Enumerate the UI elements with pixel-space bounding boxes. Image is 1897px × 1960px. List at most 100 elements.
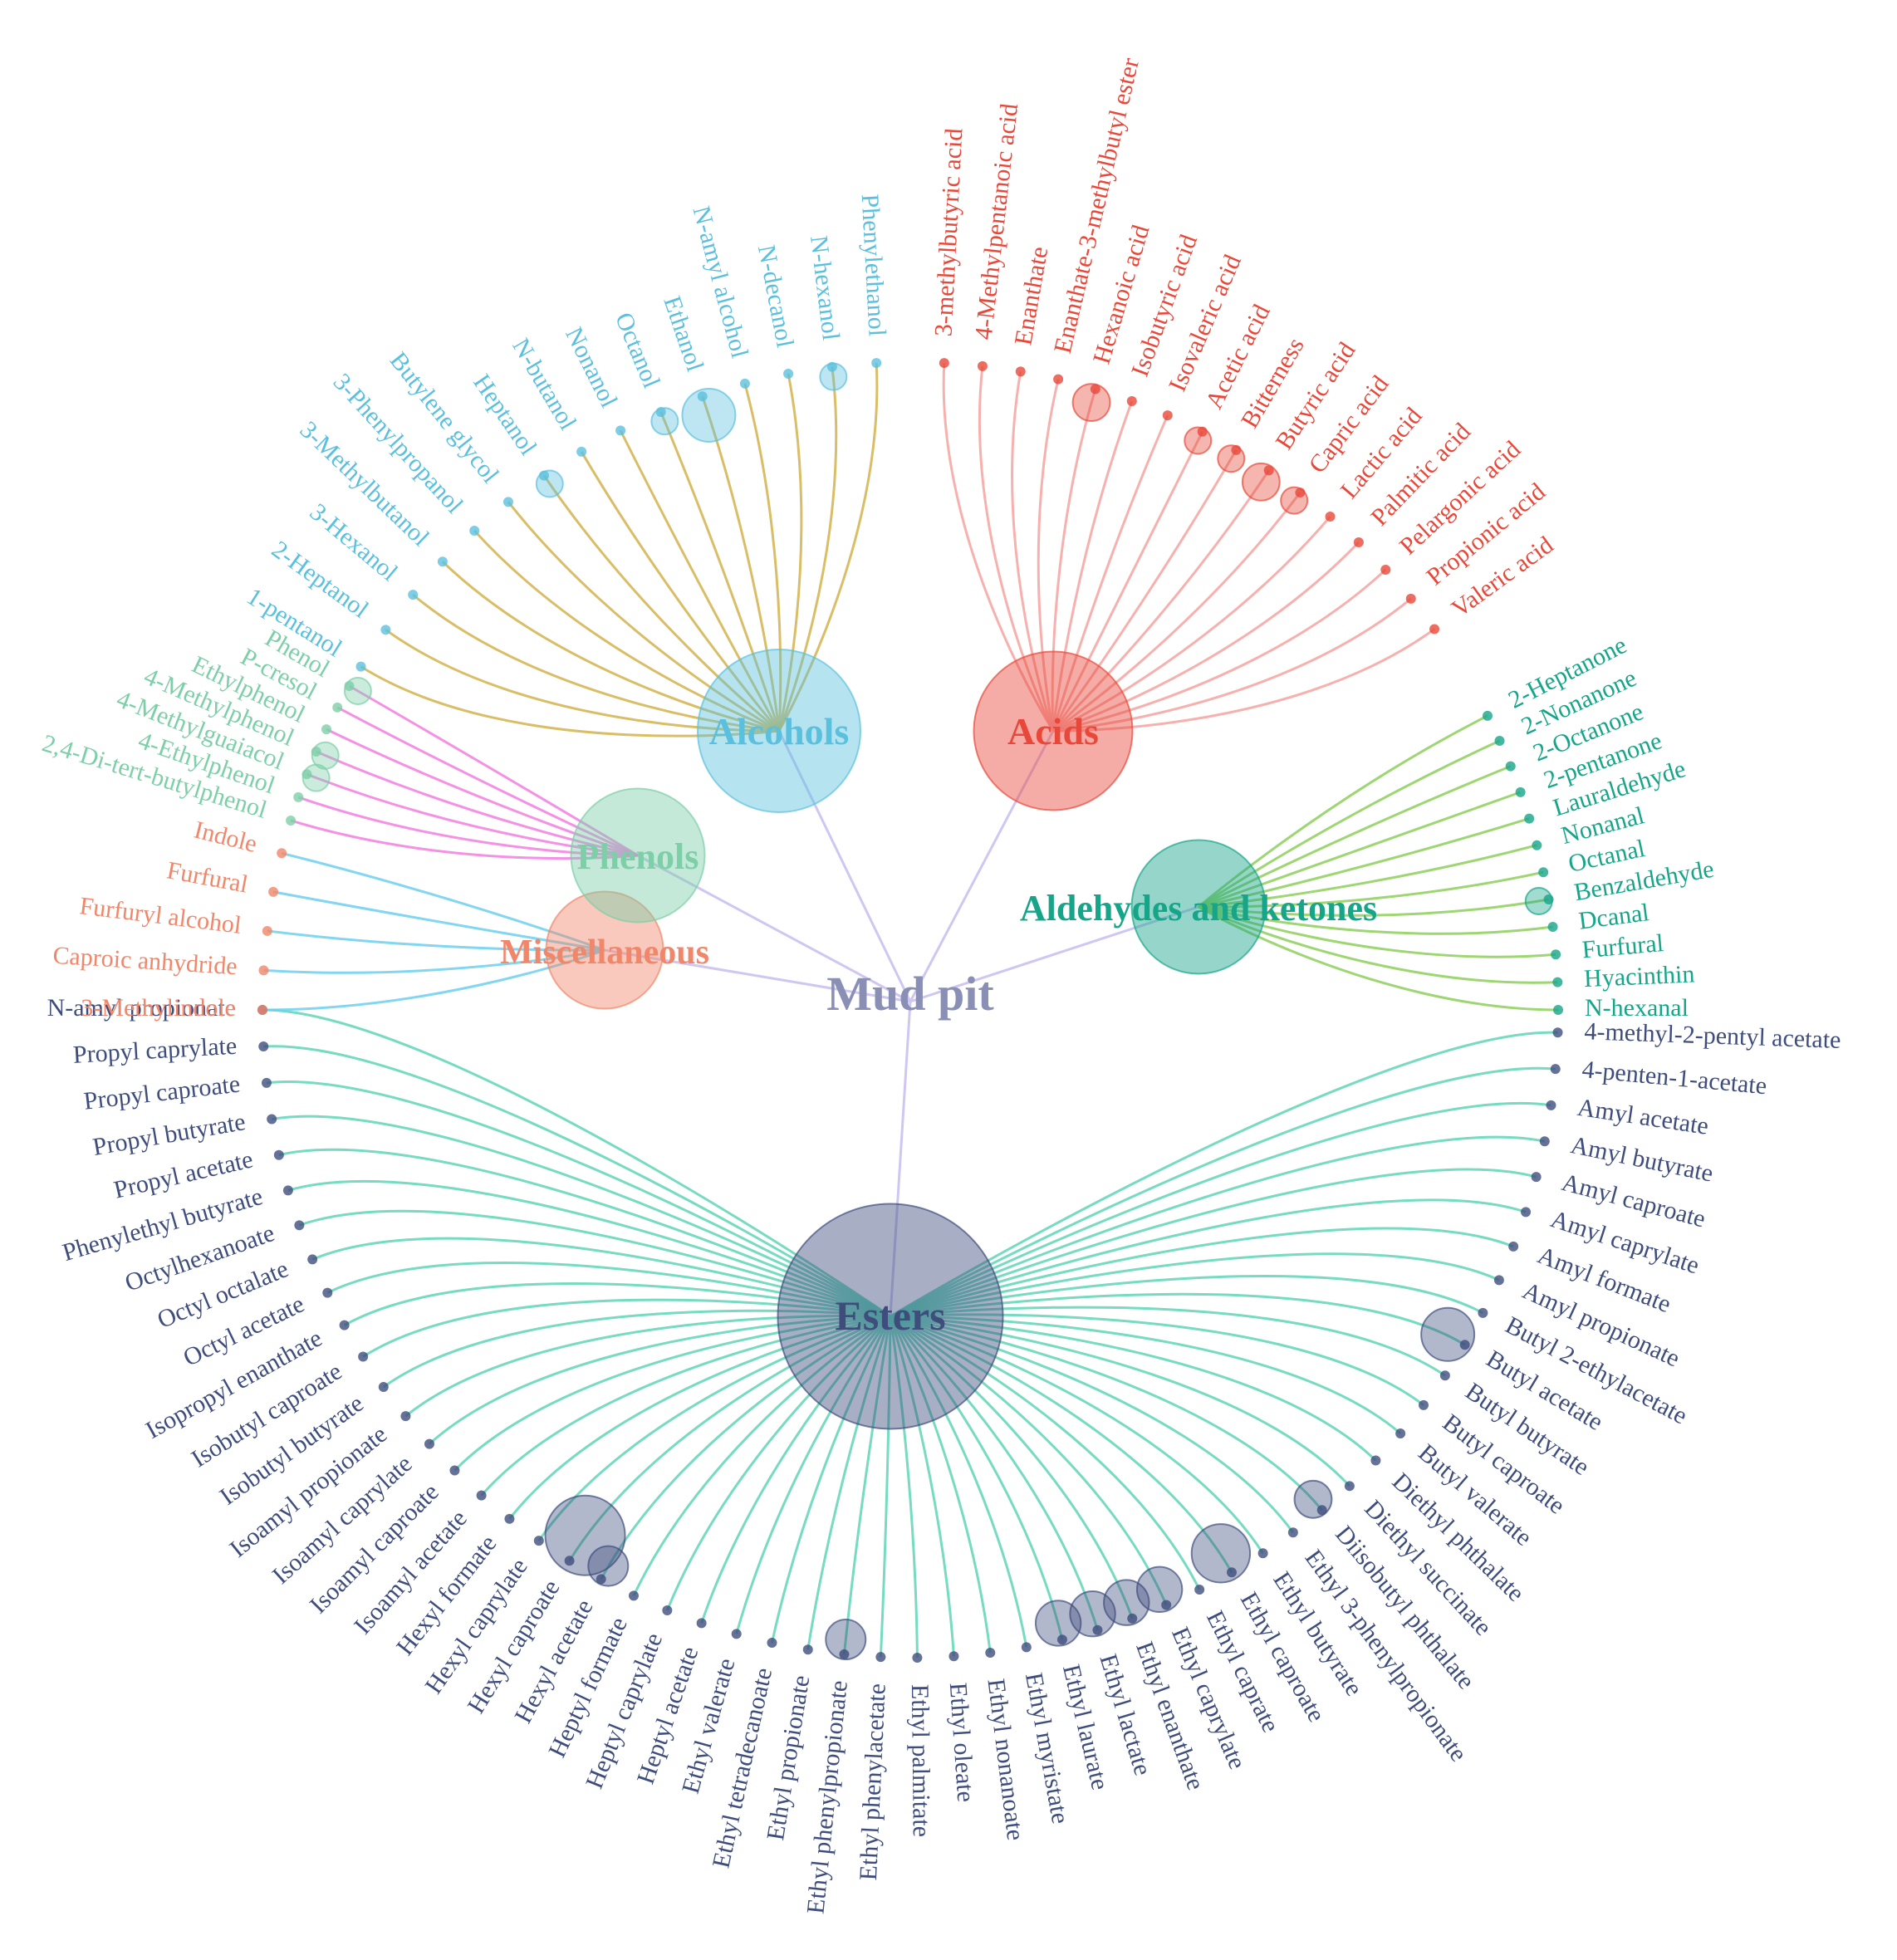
leaf-node (1380, 565, 1391, 576)
leaf-label: Phenylethanol (856, 194, 891, 337)
leaf-label: Ethyl oleate (944, 1682, 980, 1803)
abundance-bubble (535, 469, 564, 498)
leaf-link (348, 684, 639, 857)
group-node-alcohols (697, 649, 861, 813)
leaf-label: Caproic anhydride (52, 942, 238, 981)
leaf-label: Ethyl phenylacetate (855, 1683, 891, 1881)
leaf-node (1531, 1172, 1542, 1183)
leaf-node (1429, 624, 1440, 635)
leaf-node (286, 815, 297, 826)
leaf-node (1418, 1399, 1429, 1410)
leaf-link (1051, 400, 1134, 732)
leaf-link (619, 429, 781, 732)
leaf-node (380, 625, 391, 635)
leaf-node (1524, 813, 1535, 824)
leaf-label: Ethyl nonanoate (982, 1677, 1029, 1841)
leaf-node (339, 1320, 350, 1330)
leaf-label: N-hexanal (1585, 994, 1689, 1022)
abundance-bubble (1071, 383, 1111, 423)
leaf-node (1482, 710, 1493, 721)
leaf-label: N-amyl propionate (47, 994, 236, 1022)
group-label-alcohols: Alcohols (709, 710, 850, 752)
leaf-link (1051, 389, 1097, 732)
leaf-node (400, 1411, 411, 1422)
leaf-node (697, 391, 708, 402)
leaf-label: Amyl acetate (1576, 1094, 1710, 1140)
leaf-node (1493, 1275, 1504, 1286)
leaf-node (1405, 593, 1416, 604)
leaf-node (985, 1648, 996, 1659)
abundance-bubble (587, 1545, 630, 1587)
trunk-link-esters (889, 1001, 912, 1317)
leaf-node (1552, 977, 1563, 987)
leaf-node (1015, 366, 1026, 377)
leaf-label: Indole (191, 816, 259, 858)
leaf-link (879, 1316, 892, 1658)
leaf-node (476, 1490, 487, 1501)
leaf-link (701, 395, 781, 732)
leaf-link (1051, 431, 1204, 732)
leaf-node (1316, 1505, 1327, 1516)
leaf-node (696, 1618, 707, 1629)
leaf-link (942, 362, 1055, 732)
leaf-link (281, 851, 605, 952)
leaf-node (1551, 949, 1561, 960)
leaf-link (441, 561, 780, 733)
leaf-node (257, 1005, 267, 1015)
leaf-node (1325, 512, 1336, 522)
leaf-node (1263, 465, 1274, 476)
group-label-aldehydes-ketones: Aldehydes and ketones (1020, 888, 1377, 929)
leaf-link (262, 1008, 891, 1318)
leaf-node (628, 1590, 639, 1601)
leaf-link (271, 1115, 891, 1318)
leaf-link (890, 1031, 1558, 1318)
leaf-node (739, 378, 750, 389)
leaf-node (1395, 1428, 1406, 1439)
leaf-link (1052, 516, 1331, 733)
leaf-node (596, 1574, 606, 1585)
leaf-node (277, 848, 287, 859)
abundance-bubble (1293, 1479, 1333, 1519)
leaf-label: Propyl caprylate (72, 1032, 238, 1069)
leaf-node (1162, 410, 1173, 421)
leaf-node (322, 1287, 333, 1298)
leaf-link (1052, 492, 1301, 733)
leaf-link (542, 474, 780, 733)
leaf-node (294, 1220, 305, 1231)
leaf-label: N-hexanol (805, 234, 845, 342)
group-node-acids (973, 650, 1134, 811)
leaf-node (293, 791, 304, 802)
trunk-link-acids (909, 730, 1055, 1002)
group-node-esters (777, 1203, 1004, 1430)
leaf-node (1547, 922, 1558, 933)
leaf-node (1539, 1136, 1550, 1147)
leaf-node (1521, 1207, 1532, 1218)
abundance-bubble (1190, 1523, 1252, 1584)
leaf-node (731, 1629, 742, 1639)
leaf-link (978, 365, 1055, 732)
leaf-link (889, 1316, 1064, 1640)
leaf-link (889, 1316, 919, 1658)
leaf-node (268, 886, 279, 897)
leaf-label: 3-Methylbutanol (295, 416, 434, 551)
leaf-link (806, 1316, 892, 1650)
leaf-node (802, 1644, 813, 1655)
abundance-bubble (1184, 426, 1213, 455)
leaf-node (1226, 1567, 1237, 1578)
leaf-link (263, 1045, 891, 1318)
leaf-node (1532, 840, 1542, 850)
leaf-node (258, 1041, 269, 1052)
leaf-node (564, 1556, 575, 1566)
leaf-link (1051, 449, 1238, 732)
leaf-node (258, 965, 269, 976)
leaf-node (307, 1254, 318, 1265)
leaf-label: 3-methylbutyric acid (929, 128, 968, 337)
links-layer (262, 362, 1559, 1658)
leaf-node (1092, 1624, 1103, 1635)
leaf-node (1353, 537, 1364, 548)
leaf-node (332, 702, 343, 713)
leaf-link (262, 948, 605, 1012)
leaf-link (889, 1316, 1028, 1648)
leaf-node (1257, 1548, 1268, 1559)
leaf-link (1011, 371, 1055, 732)
